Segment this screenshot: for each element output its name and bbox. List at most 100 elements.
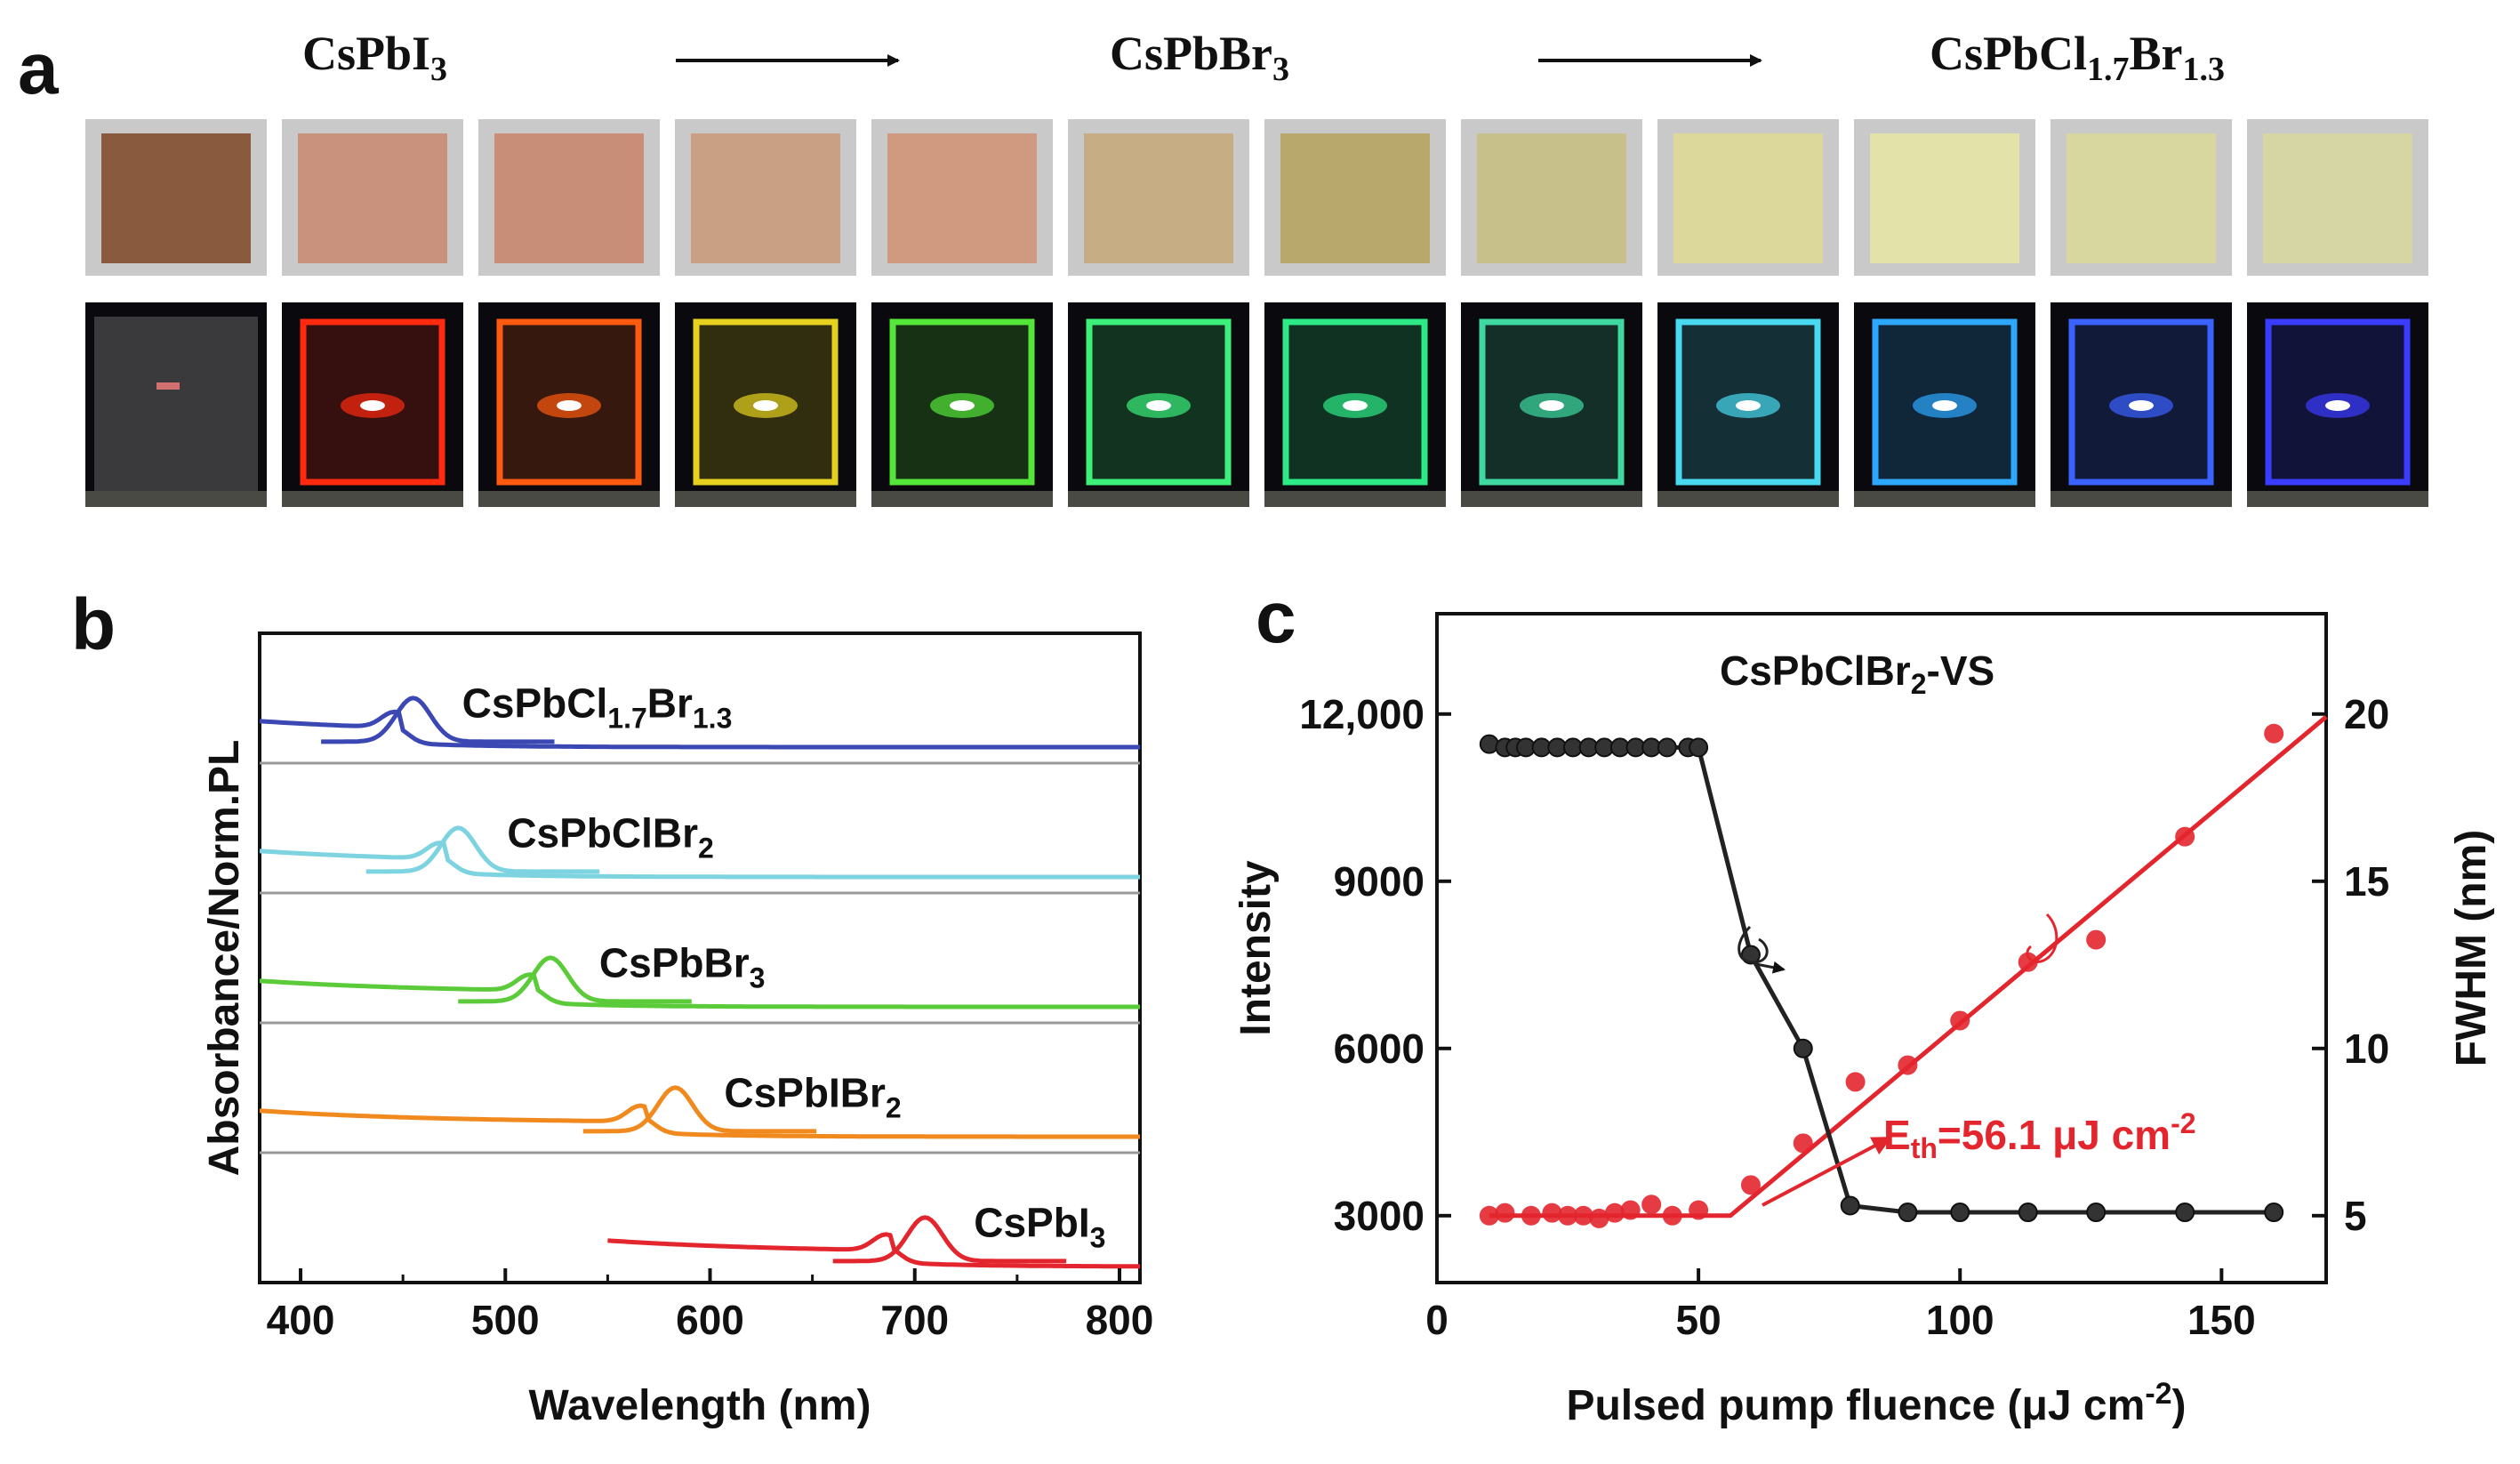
intensity-point bbox=[1479, 1205, 1499, 1226]
film-sample bbox=[1084, 133, 1233, 263]
film-sample bbox=[2263, 133, 2412, 263]
panel-b-curves bbox=[259, 696, 1140, 1269]
intensity-point bbox=[1740, 1175, 1761, 1195]
intensity-point bbox=[2175, 826, 2195, 847]
intensity-point bbox=[1620, 1200, 1641, 1220]
glow-spot bbox=[1343, 400, 1368, 411]
film-sample bbox=[1280, 133, 1430, 263]
glow-spot bbox=[360, 400, 385, 411]
x-tick-label: 500 bbox=[471, 1297, 540, 1343]
panel-b-xlabel: Wavelength (nm) bbox=[529, 1382, 871, 1429]
absorbance-curve bbox=[607, 1232, 1140, 1269]
x-tick-label: 400 bbox=[267, 1297, 335, 1343]
intensity-point bbox=[2264, 723, 2284, 744]
glow-photo-base bbox=[1068, 491, 1249, 507]
pl-curve bbox=[832, 1215, 1067, 1264]
pl-curve bbox=[458, 955, 692, 1004]
intensity-point bbox=[1558, 1205, 1578, 1226]
glow-photo-base bbox=[1854, 491, 2035, 507]
panel-b-dividers bbox=[260, 761, 1140, 1154]
glow-photo-row bbox=[85, 302, 2428, 507]
panel-c-points bbox=[1479, 723, 2284, 1228]
glow-spot bbox=[2129, 400, 2154, 411]
series-label-part: 1.3 bbox=[693, 702, 732, 734]
panel-c-letter: c bbox=[1256, 577, 1296, 658]
y-right-tick-label: 5 bbox=[2344, 1193, 2367, 1239]
film-sample bbox=[2067, 133, 2216, 263]
x-tick-label: 100 bbox=[1926, 1297, 1994, 1343]
x-tick-label: 800 bbox=[1086, 1297, 1154, 1343]
glow-spot bbox=[1146, 400, 1171, 411]
glow-photo-base bbox=[85, 491, 267, 507]
absorbance-curve bbox=[259, 841, 1140, 880]
intensity-point bbox=[1542, 1203, 1562, 1223]
film-photo-row bbox=[85, 119, 2428, 276]
label-cspbi3: CsPbI3 bbox=[302, 27, 447, 88]
y-left-tick-label: 9000 bbox=[1334, 858, 1425, 905]
glow-spot bbox=[2325, 400, 2350, 411]
panel-b-letter: b bbox=[71, 584, 116, 665]
intensity-point bbox=[2018, 952, 2038, 972]
fwhm-point bbox=[2018, 1203, 2038, 1223]
fwhm-point bbox=[1479, 734, 1499, 754]
series-label-part: Br bbox=[647, 680, 693, 726]
fwhm-point bbox=[1793, 1038, 1813, 1058]
glow-photo-base bbox=[1264, 491, 1446, 507]
intensity-point bbox=[1845, 1072, 1866, 1092]
label-cspbcl1.7br1.3: CsPbCl1.7Br1.3 bbox=[1930, 27, 2225, 88]
series-label-part: 3 bbox=[1090, 1221, 1106, 1253]
y-left-tick-label: 12,000 bbox=[1299, 691, 1425, 737]
panel-c-ylabel-left: Intensity bbox=[1232, 860, 1280, 1036]
y-left-tick-label: 6000 bbox=[1334, 1026, 1425, 1072]
panel-b: b CsPbCl1.7Br1.3CsPbClBr2CsPbBr3CsPbIBr2… bbox=[71, 584, 1153, 1429]
film-sample bbox=[1870, 133, 2019, 263]
glow-photo-base bbox=[478, 491, 660, 507]
x-tick-label: 600 bbox=[676, 1297, 744, 1343]
film-sample bbox=[101, 133, 251, 263]
glow-photo-base bbox=[1657, 491, 1839, 507]
x-tick-label: 150 bbox=[2187, 1297, 2256, 1343]
y-right-tick-label: 10 bbox=[2344, 1026, 2389, 1072]
absorbance-curve bbox=[259, 1103, 1140, 1139]
glow-photo-base bbox=[282, 491, 463, 507]
series-label-part: 1.7 bbox=[607, 702, 646, 734]
x-tick-label: 700 bbox=[880, 1297, 949, 1343]
y-left-tick-label: 3000 bbox=[1334, 1193, 1425, 1239]
intensity-point bbox=[1662, 1205, 1682, 1226]
y-right-tick-label: 15 bbox=[2344, 858, 2389, 905]
series-label-part: CsPbI bbox=[974, 1199, 1089, 1245]
series-label-part: CsPbIBr bbox=[724, 1069, 886, 1115]
intensity-point bbox=[1793, 1133, 1813, 1154]
fwhm-point bbox=[2264, 1203, 2284, 1223]
glow-photo-base bbox=[2051, 491, 2232, 507]
fwhm-point bbox=[1740, 945, 1761, 965]
series-label-part: 3 bbox=[750, 961, 766, 993]
glow-photo-dark-film bbox=[94, 317, 258, 495]
intensity-point bbox=[1495, 1203, 1515, 1223]
threshold-arrow bbox=[1762, 1137, 1892, 1207]
intensity-point bbox=[1898, 1055, 1918, 1075]
series-label: CsPbIBr2 bbox=[724, 1069, 901, 1123]
intensity-point bbox=[1589, 1208, 1609, 1228]
series-label: CsPbCl1.7Br1.3 bbox=[462, 680, 733, 734]
intensity-point bbox=[1573, 1205, 1593, 1226]
glow-spot bbox=[1539, 400, 1564, 411]
film-sample bbox=[494, 133, 644, 263]
intensity-point bbox=[1605, 1203, 1625, 1223]
left-axis-indicator-icon bbox=[1738, 925, 1784, 969]
right-axis-indicator-icon bbox=[2026, 913, 2059, 963]
fwhm-point bbox=[1840, 1195, 1860, 1216]
pl-curve bbox=[582, 1085, 817, 1134]
intensity-point bbox=[2086, 929, 2107, 950]
threshold-label: Eth=56.1 μJ cm-2 bbox=[1883, 1107, 2196, 1164]
panel-c-frame bbox=[1435, 612, 2328, 1284]
panel-c-xlabel: Pulsed pump fluence (μJ cm-2) bbox=[1566, 1377, 2186, 1429]
glow-photo-base bbox=[675, 491, 856, 507]
fwhm-point bbox=[1689, 737, 1709, 758]
absorbance-curve bbox=[259, 972, 1140, 1010]
fwhm-point bbox=[2175, 1203, 2195, 1223]
film-sample bbox=[1477, 133, 1626, 263]
intensity-point bbox=[1641, 1195, 1662, 1215]
intensity-point bbox=[1689, 1200, 1709, 1220]
